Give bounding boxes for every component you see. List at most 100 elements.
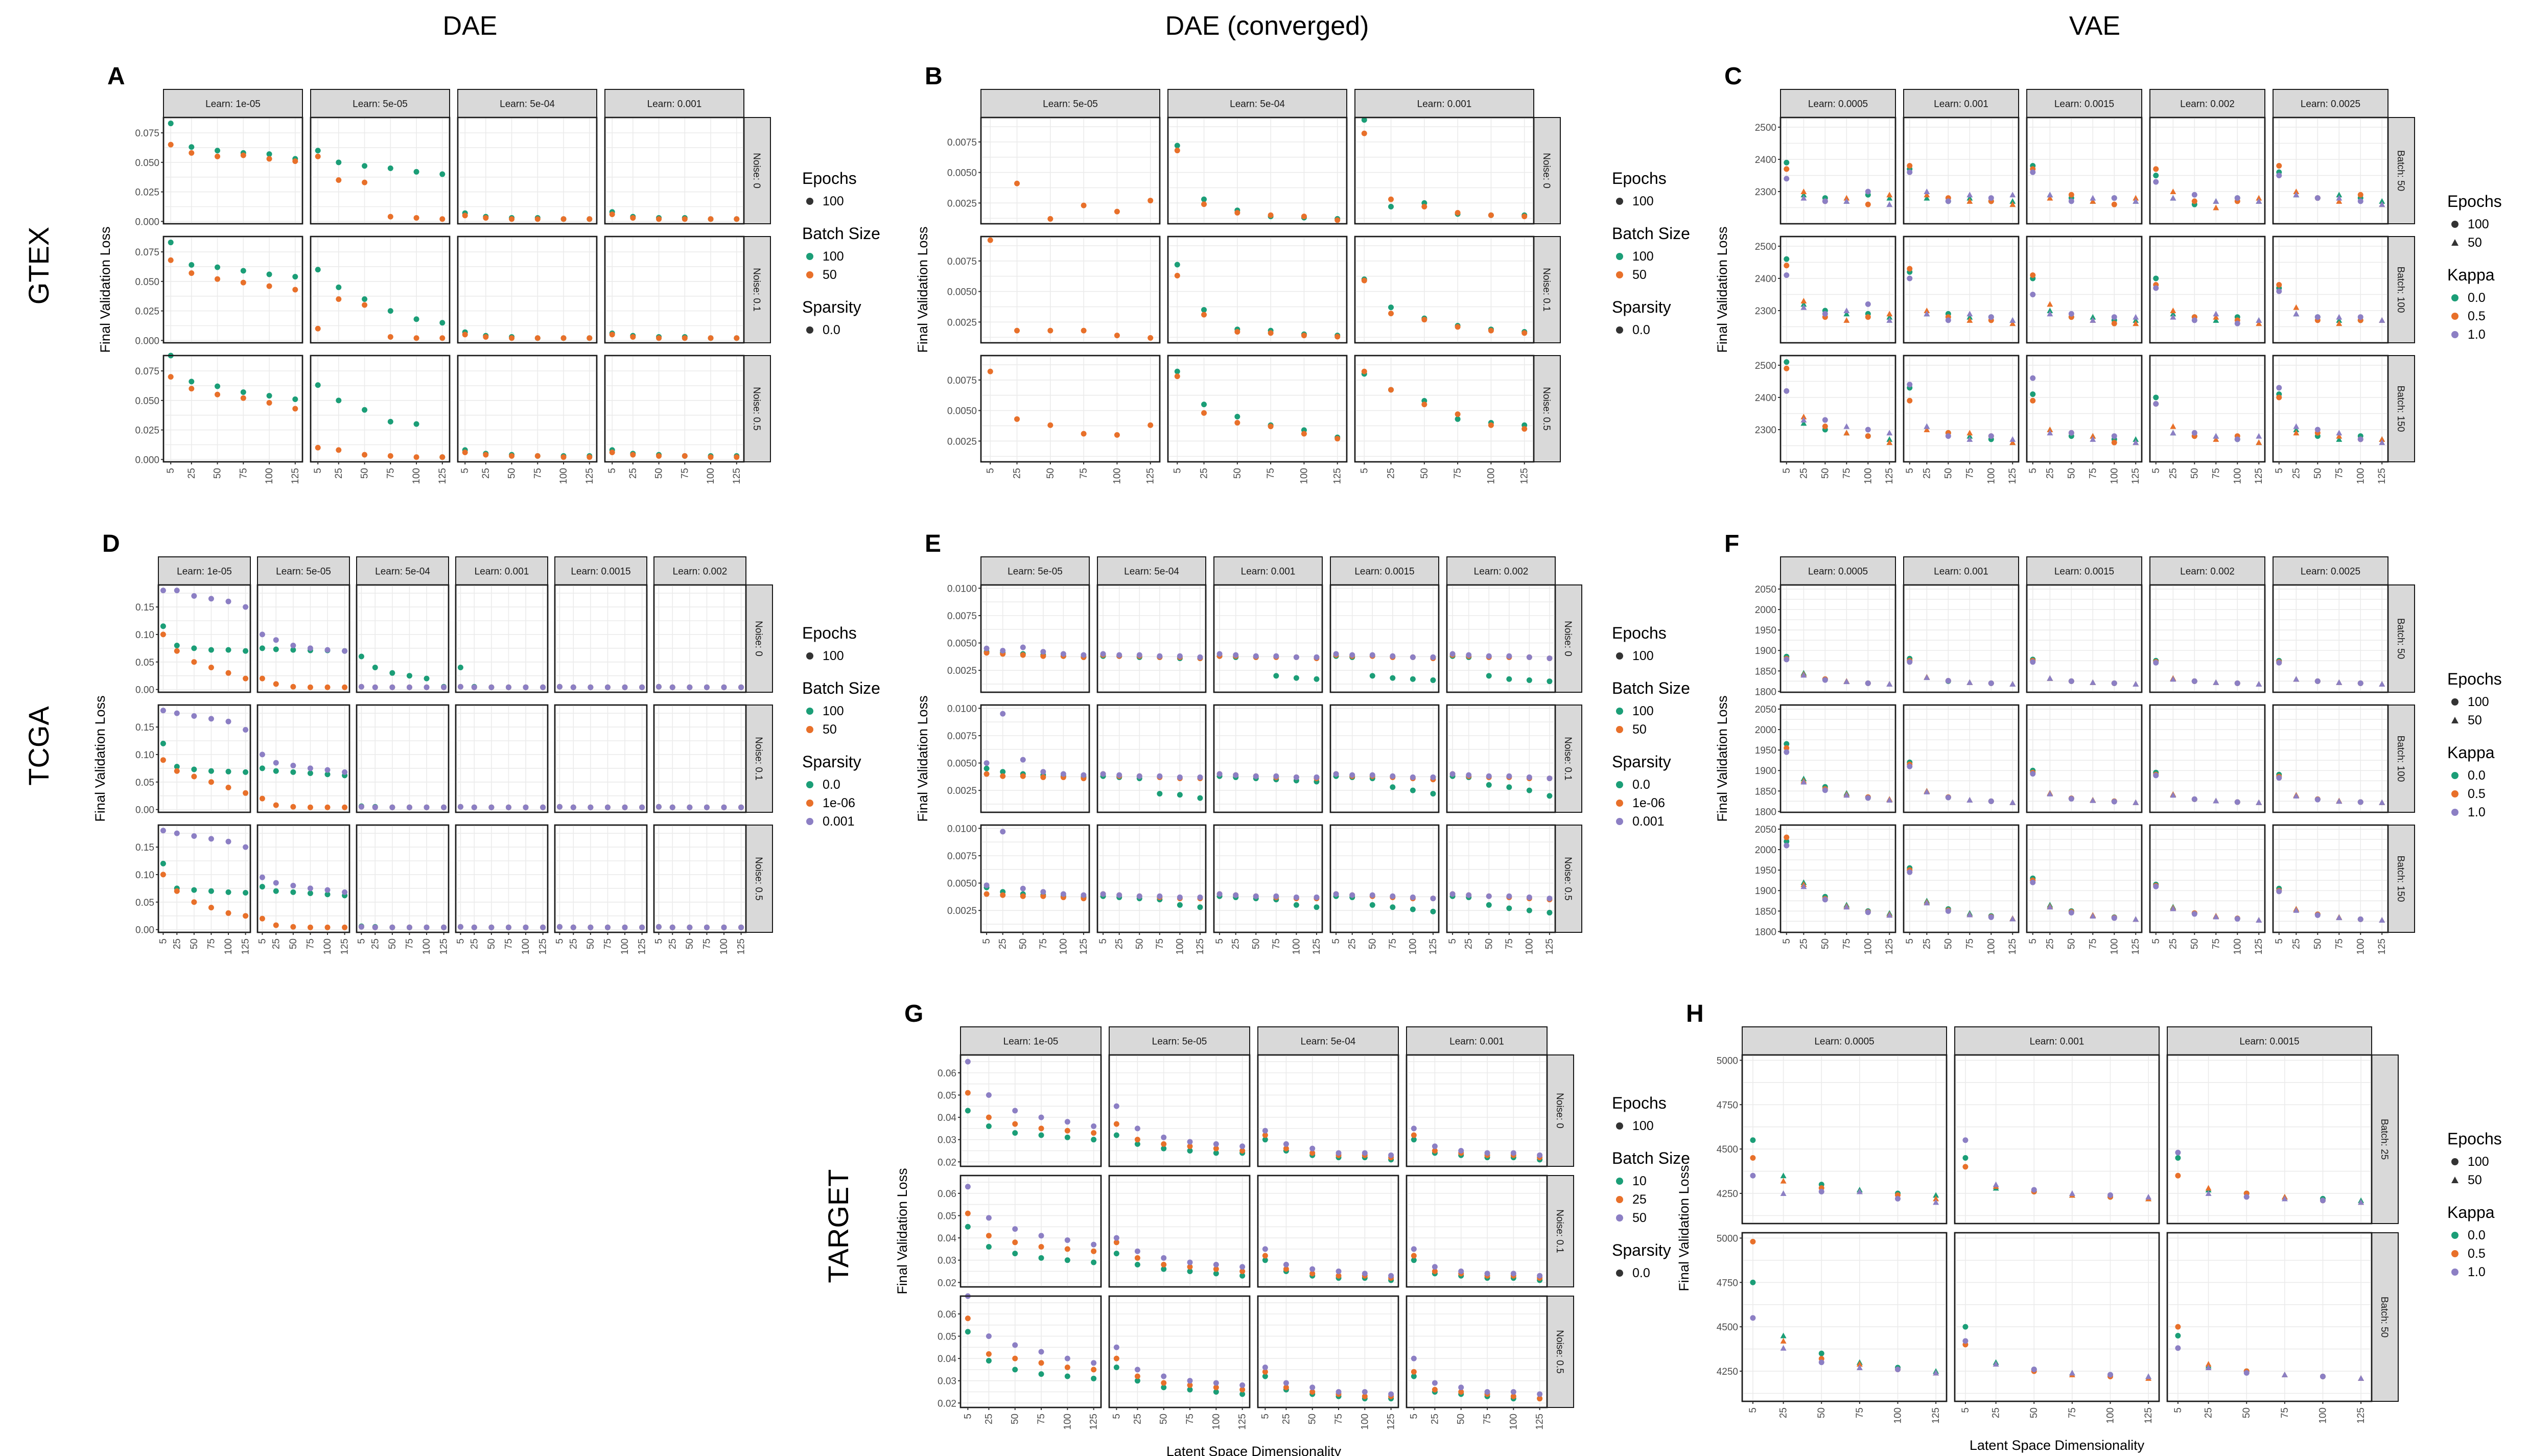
facet-border [256,584,350,693]
facet-background [1108,1175,1251,1288]
y-tick-label: 0.05 [938,1211,956,1222]
y-tick-label: 0.0075 [947,611,977,622]
data-point [208,665,214,671]
data-point [656,335,662,341]
legend-label: 0.0 [823,778,840,792]
legend-title: Sparsity [1612,1241,1671,1259]
data-point [1038,1255,1044,1261]
data-point [1040,653,1046,659]
x-tick-label: 125 [736,938,747,955]
facet-background [959,1175,1102,1288]
data-point [358,684,364,690]
data-point [2336,430,2343,436]
x-tick-label: 125 [1386,1414,1397,1430]
data-point [630,215,636,221]
data-point [1933,1192,1939,1198]
data-point [509,216,515,222]
data-point [1113,1344,1119,1350]
data-point [1388,304,1394,311]
y-tick-label: 0.0025 [947,666,977,676]
data-point [1309,1271,1316,1277]
facet-strip-row [1547,1175,1574,1287]
data-point [324,924,331,930]
x-tick-label: 100 [411,468,422,484]
facet [455,704,549,813]
data-point [389,924,395,930]
x-tick-label: 100 [421,938,432,955]
y-tick-label: 2400 [1755,274,1776,285]
facet-border [1903,236,2020,344]
data-point [1038,1132,1044,1138]
data-point [639,684,645,690]
legend-title: Batch Size [802,679,880,697]
data-point [1390,773,1396,779]
x-tick-label: 125 [1089,1414,1099,1430]
data-point [1924,423,1930,429]
data-point [1907,163,1913,169]
facet-background [356,704,450,813]
y-tick-label: 0.05 [135,778,154,788]
x-tick-label: 75 [238,468,249,479]
x-tick-label: 125 [1535,1414,1545,1430]
data-point [307,684,313,690]
x-tick-label: 25 [1991,1407,2002,1418]
facet-border [1741,1232,1948,1402]
facet-background [1903,355,2020,463]
data-point [1213,1384,1219,1391]
data-point [1020,644,1026,650]
data-point [1924,188,1930,194]
data-point [1945,198,1951,204]
data-point [243,726,249,733]
data-point [1865,201,1871,207]
data-point [1161,1261,1167,1267]
facet-strip-label: Batch: 150 [2395,386,2406,432]
data-point [1856,1188,1863,1194]
facet-strip-label: Noise: 0 [1554,1093,1565,1129]
data-point [208,768,214,774]
data-point [273,880,279,886]
data-point [965,1059,971,1065]
x-tick-label: 5 [2151,468,2162,474]
data-point [362,179,368,185]
facet-border [356,824,450,933]
y-tick-label: 0.0025 [947,436,977,447]
data-point [505,804,511,810]
x-tick-label: 50 [1018,938,1028,949]
data-point [1174,143,1180,149]
data-point [1187,1264,1193,1270]
data-point [1253,893,1259,899]
facet-background [1329,824,1440,933]
facet-strip-label: Learn: 0.001 [647,99,702,110]
data-point [734,454,740,460]
data-point [1488,422,1494,428]
legend-label: 1.0 [2468,1265,2486,1279]
facet-strip-row [1533,117,1561,224]
data-point [1800,672,1807,678]
data-point [1081,892,1087,898]
facet-strip-label: Noise: 0 [1541,153,1552,189]
facet-border [2272,824,2389,933]
y-tick-label: 5000 [1717,1233,1738,1244]
data-point [2047,192,2053,198]
data-point [1907,382,1913,388]
x-tick-label: 25 [2291,468,2302,479]
facet-background [1741,1232,1948,1402]
data-point [2213,436,2219,442]
facet-background [1779,584,1896,693]
facet-strip-label: Learn: 0.002 [673,567,728,577]
x-tick-label: 125 [1145,468,1156,484]
data-point [292,158,298,165]
legend-key [2451,790,2458,797]
data-point [655,924,662,930]
facet-background [1446,584,1556,693]
facet-background [1213,824,1323,933]
data-point [174,588,180,594]
x-tick-label: 50 [507,468,518,479]
data-point [1388,311,1394,317]
facet-strip-col [1780,89,1896,118]
data-point [1924,311,1930,317]
data-point [1388,1391,1394,1397]
facet [2026,355,2143,463]
data-point [734,216,740,222]
